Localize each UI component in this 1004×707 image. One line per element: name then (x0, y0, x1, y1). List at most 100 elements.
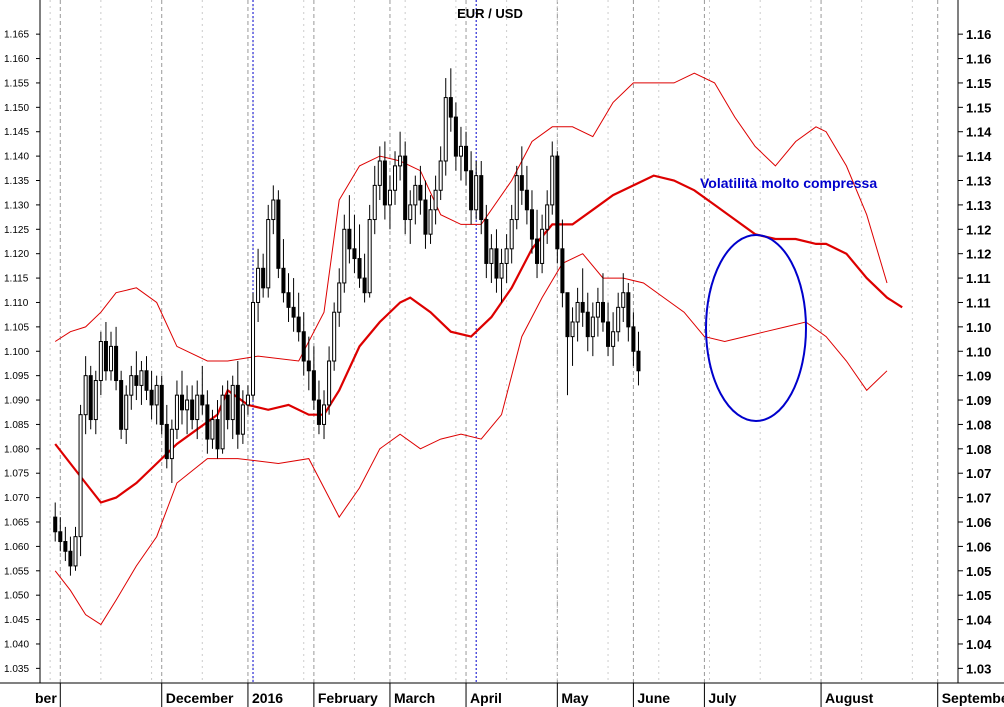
left-axis-ticks: 1.035 1.040 1.045 1.050 1.055 1.060 1.065 1.070… (4, 30, 40, 675)
candle (585, 292, 590, 352)
candle (479, 160, 484, 235)
candle (93, 370, 98, 435)
candle-body (306, 360, 311, 372)
candle (438, 146, 443, 201)
candle-body (53, 516, 58, 533)
candle-body (509, 219, 514, 250)
right-tick-label: 1.08 (966, 417, 991, 432)
candle (230, 375, 235, 440)
candle (418, 165, 423, 215)
candle (469, 151, 474, 225)
candle-body (316, 399, 321, 425)
candle-body (443, 97, 448, 162)
candle (306, 336, 311, 391)
candle (347, 195, 352, 264)
candle (154, 375, 159, 425)
candle (453, 102, 458, 171)
right-tick-label: 1.11 (966, 295, 991, 310)
left-tick-label: 1.140 (4, 152, 29, 163)
candle-body (281, 267, 286, 294)
candle-body (149, 389, 154, 406)
candle (393, 151, 398, 205)
candle (514, 165, 519, 230)
candle-body (230, 384, 235, 421)
month-label: April (470, 690, 502, 706)
candle (58, 517, 63, 552)
candle (408, 190, 413, 244)
candle (575, 287, 580, 342)
candle-body (570, 321, 575, 338)
month-label: May (561, 690, 588, 706)
candle-body (78, 414, 83, 538)
candle (524, 165, 529, 225)
candle-body (119, 380, 124, 430)
candle-body (611, 331, 616, 347)
month-label: December (166, 690, 234, 706)
candle (555, 151, 560, 264)
candle (448, 68, 453, 132)
chart-title: EUR / USD (457, 6, 523, 21)
candle (403, 141, 408, 235)
candle (286, 273, 291, 322)
candle-body (63, 541, 68, 552)
right-tick-label: 1.13 (966, 198, 991, 213)
candle-body (210, 419, 215, 440)
candle (164, 404, 169, 469)
candle (266, 204, 271, 298)
candle (235, 361, 240, 449)
candle-body (524, 189, 529, 211)
candle (342, 214, 347, 293)
candle (550, 141, 555, 215)
candle-body (129, 375, 134, 396)
candle-body (271, 199, 276, 221)
candle-body (296, 316, 301, 333)
candle-body (301, 331, 306, 362)
candle-body (342, 228, 347, 284)
candle-body (220, 394, 225, 450)
right-tick-label: 1.15 (966, 100, 991, 115)
month-label: February (318, 690, 378, 706)
candle (185, 385, 190, 435)
left-tick-label: 1.050 (4, 591, 29, 602)
candle-body (398, 155, 403, 167)
candle-body (139, 370, 144, 386)
candle (301, 312, 306, 376)
candle-body (484, 219, 489, 264)
candle-body (535, 238, 540, 264)
candle (190, 385, 195, 430)
candle-body (225, 394, 230, 421)
candle-body (134, 375, 139, 386)
candle-body (377, 160, 382, 186)
candle-body (347, 228, 352, 250)
candle-body (428, 209, 433, 235)
candle-body (245, 394, 250, 406)
candle-body (540, 228, 545, 264)
candle (63, 526, 68, 562)
candle (509, 204, 514, 264)
left-tick-label: 1.060 (4, 542, 29, 553)
left-tick-label: 1.150 (4, 103, 29, 114)
candle-body (114, 345, 119, 382)
candle (413, 175, 418, 225)
candle (600, 273, 605, 332)
candle-body (529, 209, 534, 240)
candle (489, 234, 494, 283)
candle-body (499, 262, 504, 279)
candle (53, 502, 58, 542)
candle-body (575, 301, 580, 323)
candle-body (494, 248, 499, 279)
candle (636, 331, 641, 386)
left-tick-label: 1.090 (4, 396, 29, 407)
candle-body (585, 311, 590, 338)
candle-body (550, 155, 555, 206)
candle (322, 390, 327, 440)
candle-body (311, 370, 316, 401)
candle-body (124, 394, 129, 430)
left-tick-label: 1.165 (4, 30, 29, 41)
candle-body (73, 536, 78, 567)
candle (428, 195, 433, 244)
candle (606, 302, 611, 357)
candle (159, 375, 164, 435)
left-tick-label: 1.100 (4, 347, 29, 358)
candle-body (433, 189, 438, 211)
